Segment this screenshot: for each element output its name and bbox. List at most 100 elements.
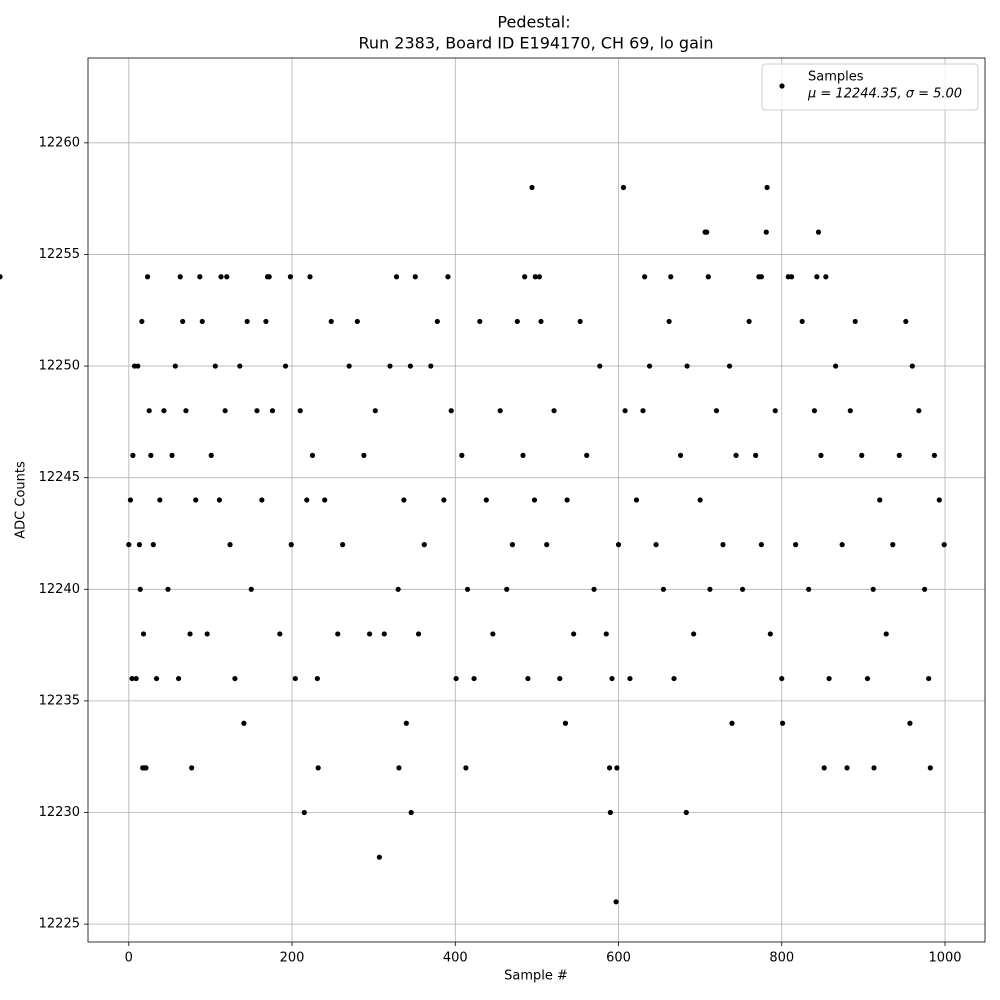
data-point <box>322 497 328 503</box>
data-point <box>387 363 393 369</box>
data-point <box>237 363 243 369</box>
data-point <box>401 497 407 503</box>
chart-title: Pedestal: <box>497 13 570 32</box>
data-point <box>263 318 269 325</box>
data-point <box>883 631 889 637</box>
data-point <box>177 274 183 280</box>
x-tick-label: 600 <box>606 951 631 966</box>
data-point <box>806 586 812 592</box>
data-point <box>216 497 223 503</box>
data-point <box>733 452 739 458</box>
data-point <box>315 765 321 771</box>
data-point <box>562 720 569 726</box>
data-point <box>666 318 672 325</box>
data-point <box>772 408 778 414</box>
data-point <box>453 675 459 682</box>
data-point <box>859 452 865 458</box>
data-point <box>758 274 764 280</box>
data-point <box>309 452 316 458</box>
data-point <box>536 274 542 280</box>
data-point <box>129 675 135 682</box>
data-point <box>764 184 770 191</box>
data-point <box>222 408 228 414</box>
data-point <box>707 586 713 592</box>
data-point <box>297 408 303 414</box>
data-point <box>668 274 674 280</box>
data-point <box>877 497 883 503</box>
data-point <box>169 452 175 458</box>
data-point <box>483 497 489 503</box>
y-tick-label: 12260 <box>39 135 80 150</box>
data-point <box>232 675 238 682</box>
x-tick-label: 800 <box>769 951 794 966</box>
data-point <box>415 631 422 637</box>
data-point <box>139 318 145 325</box>
data-point <box>0 274 3 280</box>
data-point <box>852 318 858 325</box>
data-point <box>448 408 454 414</box>
data-point <box>150 542 156 548</box>
data-point <box>557 675 563 682</box>
data-point <box>204 631 210 637</box>
data-point <box>793 542 799 548</box>
data-point <box>763 229 769 235</box>
data-point <box>403 720 409 726</box>
data-point <box>522 274 528 280</box>
data-point <box>126 542 132 548</box>
data-point <box>248 586 254 592</box>
y-tick-label: 12245 <box>39 470 80 485</box>
data-point <box>779 720 786 726</box>
data-point <box>844 765 850 771</box>
data-point <box>136 542 143 548</box>
data-point <box>180 318 186 325</box>
data-point <box>376 854 382 860</box>
data-point <box>746 318 752 325</box>
data-point <box>224 274 230 280</box>
data-point <box>408 809 414 816</box>
data-point <box>941 542 947 548</box>
data-point <box>691 631 697 637</box>
data-point <box>729 720 735 726</box>
data-point <box>197 274 203 280</box>
data-point <box>340 542 346 548</box>
y-tick-label: 12240 <box>39 582 80 597</box>
data-point <box>926 675 932 682</box>
data-point <box>212 363 218 369</box>
data-point <box>660 586 667 592</box>
data-point <box>301 809 307 816</box>
data-point <box>346 363 352 369</box>
data-point <box>288 542 294 548</box>
data-point <box>739 586 746 592</box>
data-point <box>529 184 535 191</box>
legend-annotation: μ = 12244.35, σ = 5.00 <box>807 87 962 102</box>
data-point <box>653 542 659 548</box>
data-point <box>335 631 341 637</box>
data-point <box>627 675 633 682</box>
data-point <box>620 184 627 191</box>
data-point <box>314 675 320 682</box>
data-point <box>459 452 465 458</box>
data-point <box>307 274 313 280</box>
data-point <box>896 452 902 458</box>
data-point <box>591 586 597 592</box>
data-point <box>133 675 139 682</box>
data-point <box>366 631 373 637</box>
data-point <box>811 408 818 414</box>
data-point <box>532 274 538 280</box>
data-point <box>538 318 544 325</box>
data-point <box>720 542 726 548</box>
data-point <box>903 318 909 325</box>
data-point <box>328 318 334 325</box>
data-point <box>726 363 733 369</box>
data-point <box>713 408 720 414</box>
data-point <box>161 408 167 414</box>
data-point <box>826 675 832 682</box>
data-point <box>127 497 134 503</box>
data-point <box>922 586 928 592</box>
data-point <box>551 408 557 414</box>
data-point <box>564 497 570 503</box>
data-point <box>847 408 853 414</box>
data-point <box>490 631 496 637</box>
data-point <box>396 765 402 771</box>
